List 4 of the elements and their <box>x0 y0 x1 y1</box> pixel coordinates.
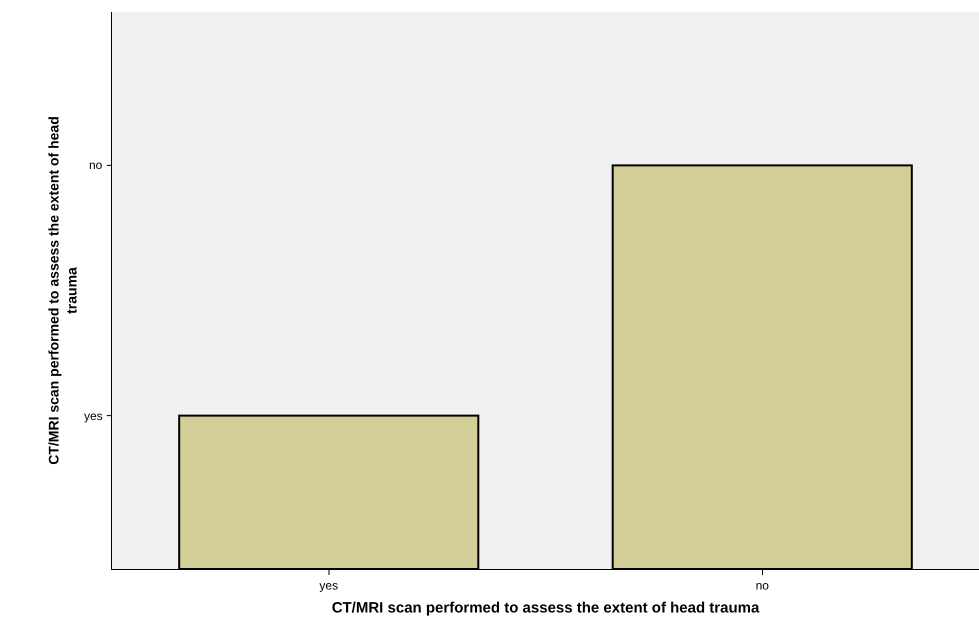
text: yes <box>84 409 103 423</box>
y-axis-title: CT/MRI scan performed to assess the extent of head trauma <box>45 116 80 465</box>
x-axis-title: CT/MRI scan performed to assess the extent of head trauma <box>332 599 760 616</box>
text: no <box>89 158 103 172</box>
